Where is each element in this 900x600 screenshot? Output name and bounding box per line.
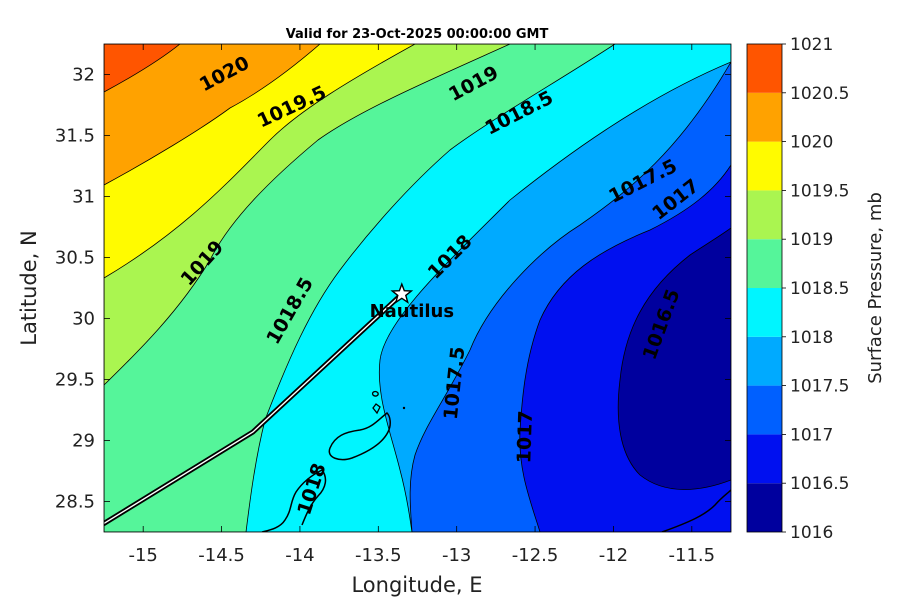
y-tick-label: 30.5	[55, 248, 95, 269]
island-fuerteventura	[328, 412, 391, 461]
band-1020	[104, 44, 321, 186]
y-tick-label: 32	[72, 65, 95, 86]
islet-alegranza	[371, 390, 379, 397]
x-tick-label: -14.5	[198, 545, 245, 566]
colorbar-tick-label: 1016.5	[790, 474, 849, 494]
map-title: Valid for 23-Oct-2025 00:00:00 GMT	[286, 27, 549, 42]
colorbar-segment	[747, 141, 782, 191]
y-tick-label: 29	[72, 431, 95, 452]
colorbar-tick-label: 1021	[790, 35, 833, 55]
x-tick-label: -12.5	[512, 545, 559, 566]
band-1020.5	[104, 44, 181, 93]
colorbar-segment	[747, 239, 782, 288]
y-axis-label: Latitude, N	[17, 230, 41, 346]
y-tick-label: 29.5	[55, 370, 95, 391]
island-lanzarote	[261, 469, 327, 532]
station-label: Nautilus	[370, 301, 455, 322]
colorbar-tick-label: 1019	[790, 230, 833, 250]
band-1016	[617, 227, 731, 490]
colorbar-segment	[747, 483, 782, 532]
x-tick-label: -12	[599, 545, 628, 566]
x-tick-label: -14	[285, 545, 314, 566]
colorbar-tick-label: 1016	[790, 523, 833, 543]
track-line-highlight	[104, 293, 403, 525]
colorbar-tick-label: 1019.5	[790, 181, 849, 201]
x-tick-label: -13	[442, 545, 471, 566]
station-marker: Nautilus	[370, 282, 455, 322]
islet-dot	[402, 406, 406, 410]
y-axis-ticks: 28.5 29 29.5 30 30.5 31 31.5 32	[55, 65, 731, 513]
colorbar-tick-label: 1018	[790, 328, 833, 348]
y-tick-label: 28.5	[55, 492, 95, 513]
colorbar-segment	[747, 92, 782, 142]
colorbar-segment	[747, 336, 782, 386]
x-tick-label: -15	[128, 545, 157, 566]
colorbar-tick-label: 1017.5	[790, 377, 849, 397]
contour-label: 1017	[513, 410, 537, 464]
colorbar-tick-label: 1017	[790, 425, 833, 445]
x-axis-label: Longitude, E	[351, 573, 482, 597]
map-frame	[103, 43, 732, 533]
y-tick-label: 31	[72, 187, 95, 208]
coastline-bottom	[661, 489, 731, 532]
colorbar-label: Surface Pressure, mb	[865, 192, 886, 384]
x-tick-label: -11.5	[669, 545, 716, 566]
star-icon	[390, 282, 414, 304]
colorbar-segment	[747, 44, 782, 93]
colorbar-tick-label: 1020.5	[790, 84, 849, 104]
colorbar: 1016 1016.5 1017 1017.5 1018 1018.5 1019 1019.5…	[747, 35, 849, 543]
x-axis-ticks: -15 -14.5 -14 -13.5 -13 -12.5 -12 -11.5	[128, 44, 715, 566]
islet-graciosa	[372, 403, 381, 415]
colorbar-tick-label: 1018.5	[790, 279, 849, 299]
colorbar-frame	[746, 43, 783, 533]
x-tick-label: -13.5	[355, 545, 402, 566]
y-tick-label: 30	[72, 309, 95, 330]
colorbar-tick-label: 1020	[790, 133, 833, 153]
colorbar-segment	[747, 434, 782, 484]
colorbar-segment	[747, 190, 782, 240]
y-tick-label: 31.5	[55, 126, 95, 147]
colorbar-segment	[747, 385, 782, 435]
colorbar-segment	[747, 288, 782, 337]
